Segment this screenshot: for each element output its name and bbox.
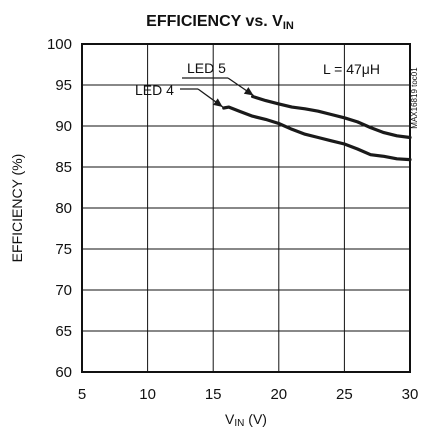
- y-tick-labels: 60 65 70 75 80 85 90 95 100: [47, 36, 72, 381]
- y-tick-label: 100: [47, 36, 72, 53]
- x-tick-label: 30: [402, 386, 419, 403]
- series-line-led4: [222, 105, 412, 162]
- x-axis-label-unit: (V): [244, 411, 267, 427]
- y-tick-label: 80: [55, 200, 72, 217]
- x-tick-label: 5: [78, 386, 86, 403]
- chart-title-subscript: IN: [283, 20, 294, 32]
- y-tick-label: 90: [55, 118, 72, 135]
- series-label-led5: LED 5: [187, 60, 226, 76]
- y-tick-label: 75: [55, 241, 72, 258]
- series-line-led5: [251, 94, 412, 140]
- chart-title: EFFICIENCY vs. VIN: [146, 13, 294, 32]
- led5-leader-arrow: [243, 87, 254, 96]
- x-tick-label: 15: [205, 386, 222, 403]
- grid: [82, 44, 410, 372]
- legend-leaders: [180, 77, 254, 108]
- series-lines: [222, 94, 412, 162]
- y-tick-label: 85: [55, 159, 72, 176]
- x-tick-label: 10: [139, 386, 156, 403]
- inductance-annotation: L = 47μH: [323, 61, 380, 77]
- x-tick-label: 20: [270, 386, 287, 403]
- x-axis-label: VIN (V): [225, 411, 267, 429]
- y-axis-label: EFFICIENCY (%): [9, 154, 25, 263]
- x-tick-labels: 5 10 15 20 25 30: [78, 386, 419, 403]
- x-axis-label-main: V: [225, 411, 235, 427]
- chart-title-main: EFFICIENCY vs. V: [146, 13, 283, 30]
- x-axis-label-subscript: IN: [234, 418, 244, 429]
- y-tick-label: 65: [55, 323, 72, 340]
- series-label-led4: LED 4: [135, 82, 174, 98]
- y-tick-label: 95: [55, 77, 72, 94]
- figure-id-watermark: MAX16819 toc01: [410, 67, 419, 129]
- plot-frame: [81, 43, 411, 373]
- y-tick-label: 60: [55, 364, 72, 381]
- y-tick-label: 70: [55, 282, 72, 299]
- led4-leader-arrow: [213, 98, 223, 107]
- x-tick-label: 25: [336, 386, 353, 403]
